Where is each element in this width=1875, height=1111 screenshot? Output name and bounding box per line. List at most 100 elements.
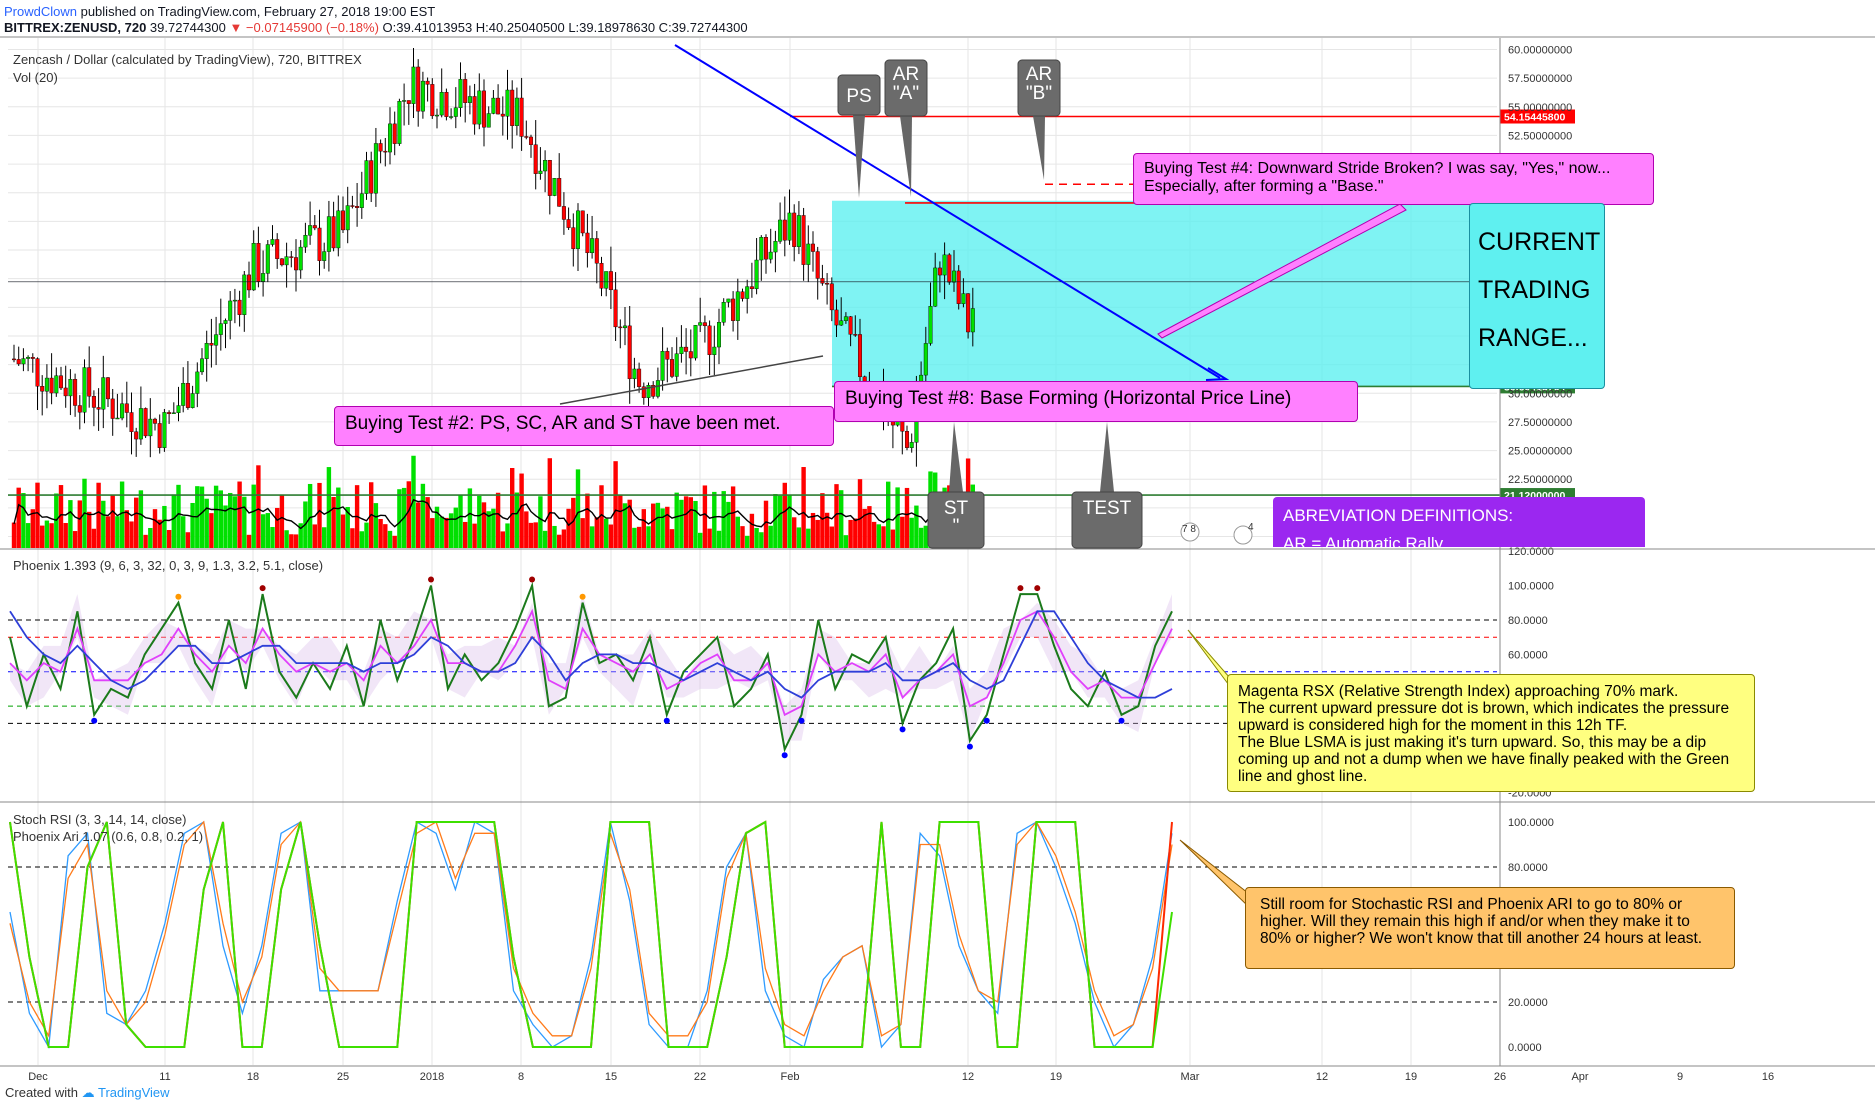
- ps-callout-pointer: [853, 115, 865, 198]
- price-tick-label: 30.00000000: [1508, 388, 1572, 400]
- volume-bar: [181, 516, 186, 548]
- candle-body: [778, 219, 783, 242]
- candle-body: [670, 359, 675, 377]
- candle-body: [336, 210, 341, 249]
- candle-body: [961, 293, 966, 304]
- stoch-tick-label: 0.0000: [1508, 1042, 1542, 1054]
- buying-test-4-note[interactable]: Buying Test #4: Downward Stride Broken? …: [1133, 153, 1654, 205]
- candle-body: [359, 193, 364, 208]
- support-line: [559, 355, 824, 405]
- rsx-note[interactable]: Magenta RSX (Relative Strength Index) ap…: [1227, 674, 1755, 792]
- volume-bar: [260, 514, 266, 548]
- volume-bar: [839, 490, 844, 548]
- pressure-dot: [899, 726, 906, 733]
- volume-bar: [707, 528, 712, 548]
- volume-bar: [886, 481, 891, 548]
- volume-bar: [397, 489, 402, 548]
- volume-bar: [373, 503, 379, 548]
- current-trading-range-note[interactable]: CURRENT TRADING RANGE...: [1469, 203, 1605, 389]
- volume-bar: [162, 505, 167, 548]
- volume-bar: [275, 507, 280, 548]
- candle-body: [754, 259, 759, 289]
- volume-bar: [317, 482, 322, 548]
- candle-body: [87, 367, 92, 397]
- candle-body: [148, 418, 153, 437]
- candle-body: [613, 289, 618, 328]
- candle-body: [566, 219, 571, 228]
- stoch-tick-label: 100.0000: [1508, 817, 1554, 829]
- candle-body: [491, 97, 496, 114]
- volume-bar: [143, 534, 148, 548]
- candle-body: [477, 90, 482, 125]
- candle-body: [279, 258, 284, 266]
- candle-body: [171, 412, 176, 414]
- volume-bar: [91, 528, 97, 548]
- x-tick-label: 2018: [420, 1071, 444, 1083]
- candle-body: [129, 412, 134, 432]
- volume-bar: [524, 511, 529, 548]
- pressure-dot: [983, 717, 990, 724]
- x-tick-label: 12: [962, 1071, 974, 1083]
- tradingview-link[interactable]: TradingView: [98, 1085, 170, 1100]
- candle-body: [848, 316, 853, 335]
- volume-bar: [312, 524, 317, 548]
- volume-bar: [77, 500, 82, 548]
- volume-bar: [326, 467, 332, 548]
- test-callout-label: TEST: [1083, 498, 1132, 519]
- candle-body: [702, 322, 707, 327]
- flag-icon: [1233, 525, 1253, 545]
- candle-body: [618, 326, 623, 329]
- volume-bar: [185, 532, 191, 548]
- buying-test-8-note[interactable]: Buying Test #8: Base Forming (Horizontal…: [834, 381, 1358, 422]
- volume-bar: [72, 531, 78, 548]
- volume-bar: [528, 522, 534, 548]
- candle-body: [195, 371, 200, 394]
- candle-body: [218, 323, 223, 335]
- candle-body: [623, 325, 628, 329]
- candle-body: [308, 225, 313, 236]
- pressure-dot: [529, 576, 536, 583]
- symbol-info: BITTREX:ZENUSD, 720 39.72744300 ▼ −0.071…: [4, 20, 748, 35]
- candle-body: [115, 417, 120, 420]
- candle-body: [341, 210, 346, 231]
- publish-info: ProwdClown published on TradingView.com,…: [4, 3, 435, 20]
- volume-bar: [909, 517, 914, 548]
- candle-body: [54, 375, 59, 394]
- candle-body: [209, 343, 214, 346]
- volume-bar: [416, 502, 421, 548]
- volume-bar: [904, 487, 910, 548]
- volume-bar: [105, 516, 111, 548]
- volume-bar: [857, 479, 863, 548]
- volume-bar: [533, 522, 538, 548]
- author-link[interactable]: ProwdClown: [4, 4, 77, 19]
- candle-body: [500, 113, 505, 117]
- candle-body: [576, 210, 581, 249]
- volume-bar: [853, 518, 858, 548]
- abbreviation-definitions-note[interactable]: ABREVIATION DEFINITIONS: AR = Automatic R…: [1273, 497, 1645, 547]
- volume-bar: [463, 521, 468, 548]
- buying-test-2-note[interactable]: Buying Test #2: PS, SC, AR and ST have b…: [334, 406, 834, 446]
- volume-bar: [665, 506, 670, 548]
- candle-body: [806, 243, 811, 265]
- price-tick-label: 25.00000000: [1508, 446, 1572, 458]
- volume-bar: [900, 516, 905, 548]
- candle-body: [514, 97, 519, 126]
- candle-body: [952, 270, 957, 283]
- stoch-rsi-oscillator: [8, 820, 1497, 1050]
- stoch-note[interactable]: Still room for Stochastic RSI and Phoeni…: [1245, 887, 1735, 969]
- x-tick-label: 9: [1677, 1071, 1683, 1083]
- ps-callout-box: [837, 74, 881, 116]
- candle-body: [96, 407, 101, 410]
- candle-body: [402, 100, 407, 102]
- phoenix-tick-label: 120.0000: [1508, 546, 1554, 558]
- candle-body: [923, 343, 928, 376]
- candle-body: [905, 431, 910, 448]
- ar-b-callout-box: [1017, 59, 1061, 117]
- volume-bar: [782, 482, 787, 548]
- volume-bar: [495, 492, 501, 548]
- volume-bar: [618, 494, 623, 548]
- candle-body: [510, 89, 515, 126]
- candle-body: [251, 243, 256, 291]
- candle-body: [411, 66, 416, 104]
